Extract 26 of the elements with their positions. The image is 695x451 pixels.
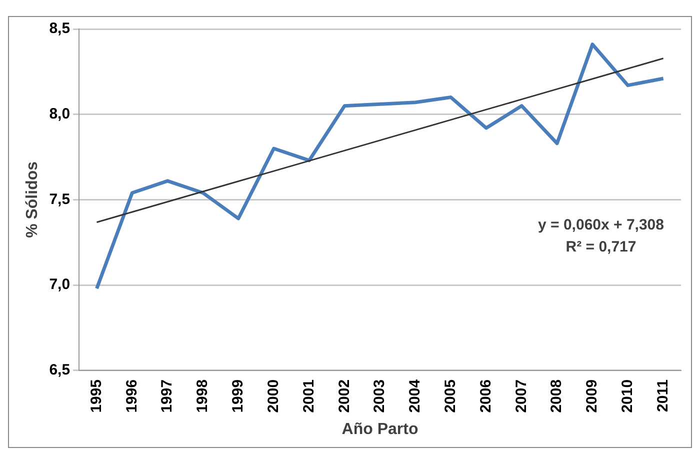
x-tick-label: 2006	[477, 379, 494, 413]
y-tick-label: 8,0	[49, 106, 70, 122]
x-tick-label: 2002	[336, 379, 353, 413]
x-tick-label: 2007	[512, 379, 530, 413]
x-tick-label: 1998	[194, 379, 212, 413]
y-axis-title: % Sólidos	[24, 161, 42, 238]
x-tick-label: 2009	[584, 379, 601, 413]
x-tick-label: 1997	[158, 379, 176, 413]
x-tick-label: 2001	[300, 379, 318, 413]
x-axis-title: Año Parto	[342, 420, 418, 438]
y-tick-label: 7,0	[49, 276, 70, 294]
x-tick-label: 2010	[619, 379, 636, 413]
x-tick-label: 2004	[406, 378, 424, 413]
x-tick-label: 1999	[230, 379, 247, 413]
y-tick-label: 6,5	[49, 362, 70, 379]
annotation: y = 0,060x + 7,308	[538, 216, 664, 234]
x-tick-label: 2000	[264, 379, 282, 413]
y-tick-label: 7,5	[49, 190, 70, 208]
x-tick-label: 1995	[88, 379, 105, 413]
x-tick-label: 1996	[123, 379, 140, 413]
annotation: R² = 0,717	[566, 238, 636, 256]
x-tick-label: 2003	[371, 379, 388, 413]
x-tick-label: 2008	[548, 379, 566, 413]
x-tick-label: 2011	[654, 379, 672, 412]
y-tick-label: 8,5	[49, 20, 70, 38]
x-tick-label: 2005	[442, 379, 459, 413]
